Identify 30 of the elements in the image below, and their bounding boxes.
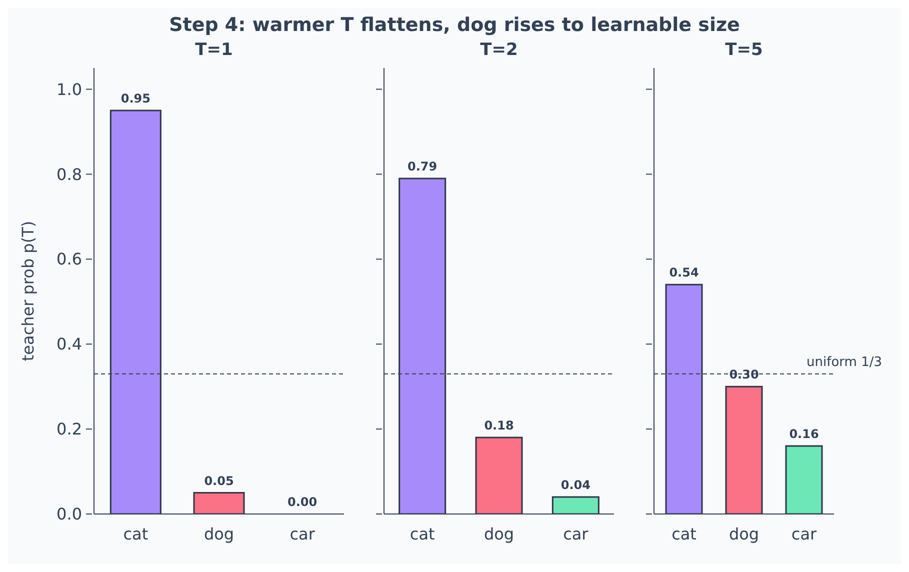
x-tick-label: cat (672, 524, 696, 544)
x-tick-label: car (290, 524, 316, 544)
x-tick-label: dog (484, 524, 514, 544)
y-tick-label: 0.4 (56, 334, 82, 354)
x-tick-label: cat (123, 524, 148, 544)
x-tick-label: dog (728, 524, 760, 544)
x-tick-label: car (791, 524, 818, 544)
chart-title: T=2 (479, 40, 519, 62)
data-label: 0.95 (120, 91, 150, 106)
data-label: 0.16 (789, 427, 819, 442)
x-tick-label: dog (204, 524, 234, 544)
data-label: 0.00 (288, 495, 318, 509)
x-tick-label: cat (410, 524, 435, 544)
data-label: 0.79 (408, 159, 438, 174)
data-label: 0.54 (669, 266, 699, 280)
chart-title: T=5 (724, 40, 764, 62)
ref-line-label: uniform 1/3 (806, 354, 882, 370)
data-label: 0.30 (729, 368, 759, 382)
chart-title: T=1 (194, 40, 234, 62)
data-label: 0.04 (560, 478, 590, 492)
data-label: 0.18 (484, 418, 514, 433)
text: Step 4: warmer T flattens, dog rises to learnable size (168, 13, 741, 38)
y-tick-label: 0.6 (56, 250, 82, 269)
x-tick-label: car (563, 524, 589, 544)
y-tick-label: 1.0 (56, 80, 82, 99)
data-label: 0.05 (204, 474, 234, 488)
y-tick-label: 0.0 (56, 504, 82, 524)
y-tick-label: 0.8 (56, 164, 82, 184)
y-axis-title: teacher prob p(T) (18, 220, 38, 362)
y-tick-label: 0.2 (56, 420, 82, 439)
